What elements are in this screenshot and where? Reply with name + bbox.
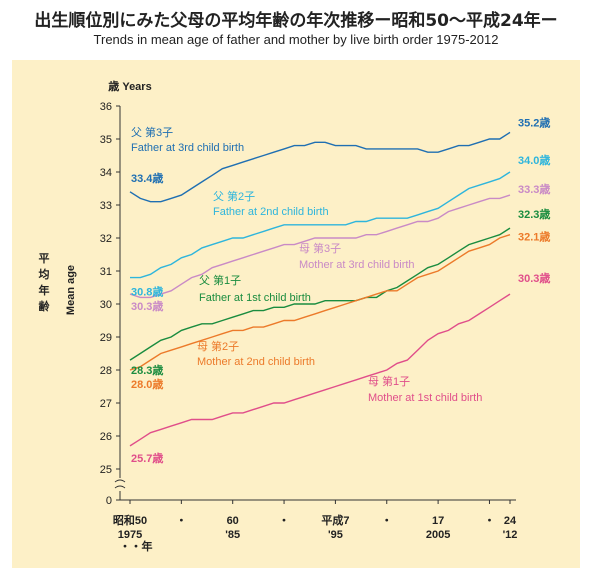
y-tick-label: 30 <box>100 299 112 311</box>
y-tick-label: 29 <box>100 332 112 344</box>
y-tick-label: 34 <box>100 167 112 179</box>
series-name-jp: 父 第1子 <box>199 273 241 287</box>
x-tick-label-en: 1975 <box>118 529 142 541</box>
start-value-label: 30.8歳 <box>131 285 163 299</box>
series-line <box>129 234 511 371</box>
x-tick-label: ・ <box>176 515 187 527</box>
y-tick-label: 35 <box>100 134 112 146</box>
y-tick-label: 26 <box>100 431 112 443</box>
series-name-jp: 父 第3子 <box>131 125 173 139</box>
series-name-jp: 父 第2子 <box>213 189 255 203</box>
series-name-en: Father at 3rd child birth <box>131 142 244 154</box>
end-value-label: 32.1歳 <box>518 230 550 244</box>
y-tick-label: 33 <box>100 200 112 212</box>
x-tick-label: 17 <box>432 515 444 527</box>
x-unit-label: ・・年 <box>120 539 153 553</box>
y-axis-title-en: Mean age <box>65 265 77 315</box>
x-tick-label: ・ <box>381 515 392 527</box>
y-axis-title-jp-char: 平 <box>39 252 50 265</box>
series-name-jp: 母 第3子 <box>299 241 341 255</box>
x-tick-label-en: '12 <box>503 529 518 541</box>
y-axis-title-jp-char: 齢 <box>39 299 51 313</box>
series-name-en: Mother at 1st child birth <box>368 392 482 404</box>
start-value-label: 28.3歳 <box>131 363 163 377</box>
start-value-label: 30.3歳 <box>131 299 163 313</box>
end-value-label: 34.0歳 <box>518 153 550 167</box>
x-tick-label-en: 2005 <box>426 529 450 541</box>
end-value-label: 30.3歳 <box>518 271 550 285</box>
end-value-label: 35.2歳 <box>518 115 550 129</box>
series-line <box>129 194 511 299</box>
y-tick-label: 32 <box>100 233 112 245</box>
series-line <box>129 293 511 447</box>
x-tick-label: ・ <box>279 515 290 527</box>
plot-background <box>12 60 580 568</box>
y-tick-label: 28 <box>100 365 112 377</box>
series-line <box>130 171 511 279</box>
series-line <box>129 227 511 361</box>
y-tick-label: 36 <box>100 101 112 113</box>
series-name-en: Father at 1st child birth <box>199 292 311 304</box>
series-line <box>129 131 511 203</box>
series-name-en: Mother at 2nd child birth <box>197 356 315 368</box>
start-value-label: 28.0歳 <box>131 377 163 391</box>
y-tick-label: 31 <box>100 266 112 278</box>
x-tick-label: 24 <box>504 515 517 527</box>
y-unit-label: 歳 Years <box>108 79 151 93</box>
x-tick-label: 平成7 <box>321 513 349 527</box>
series-name-en: Mother at 3rd child birth <box>299 259 415 271</box>
end-value-label: 33.3歳 <box>518 182 550 196</box>
axis-break-mark <box>114 479 126 489</box>
series-name-en: Father at 2nd child birth <box>213 206 329 218</box>
series-name-jp: 母 第1子 <box>368 374 410 388</box>
y-tick-label: 27 <box>100 398 112 410</box>
x-tick-label: ・ <box>484 515 495 527</box>
x-tick-label-en: '95 <box>328 529 343 541</box>
chart-subtitle: Trends in mean age of father and mother … <box>93 32 499 47</box>
y-axis-title-jp-char: 均 <box>39 267 50 281</box>
series-name-jp: 母 第2子 <box>197 339 239 353</box>
chart-title: 出生順位別にみた父母の平均年齢の年次推移ー昭和50〜平成24年ー <box>34 11 558 31</box>
x-tick-label: 昭和50 <box>113 513 147 527</box>
y-axis-title-jp-char: 年 <box>39 283 50 297</box>
start-value-label: 33.4歳 <box>131 171 163 185</box>
end-value-label: 32.3歳 <box>518 207 550 221</box>
x-tick-label: 60 <box>227 515 239 527</box>
start-value-label: 25.7歳 <box>131 451 163 465</box>
x-tick-label-en: '85 <box>225 529 240 541</box>
y-tick-label: 0 <box>106 495 112 507</box>
y-tick-label: 25 <box>100 464 112 476</box>
